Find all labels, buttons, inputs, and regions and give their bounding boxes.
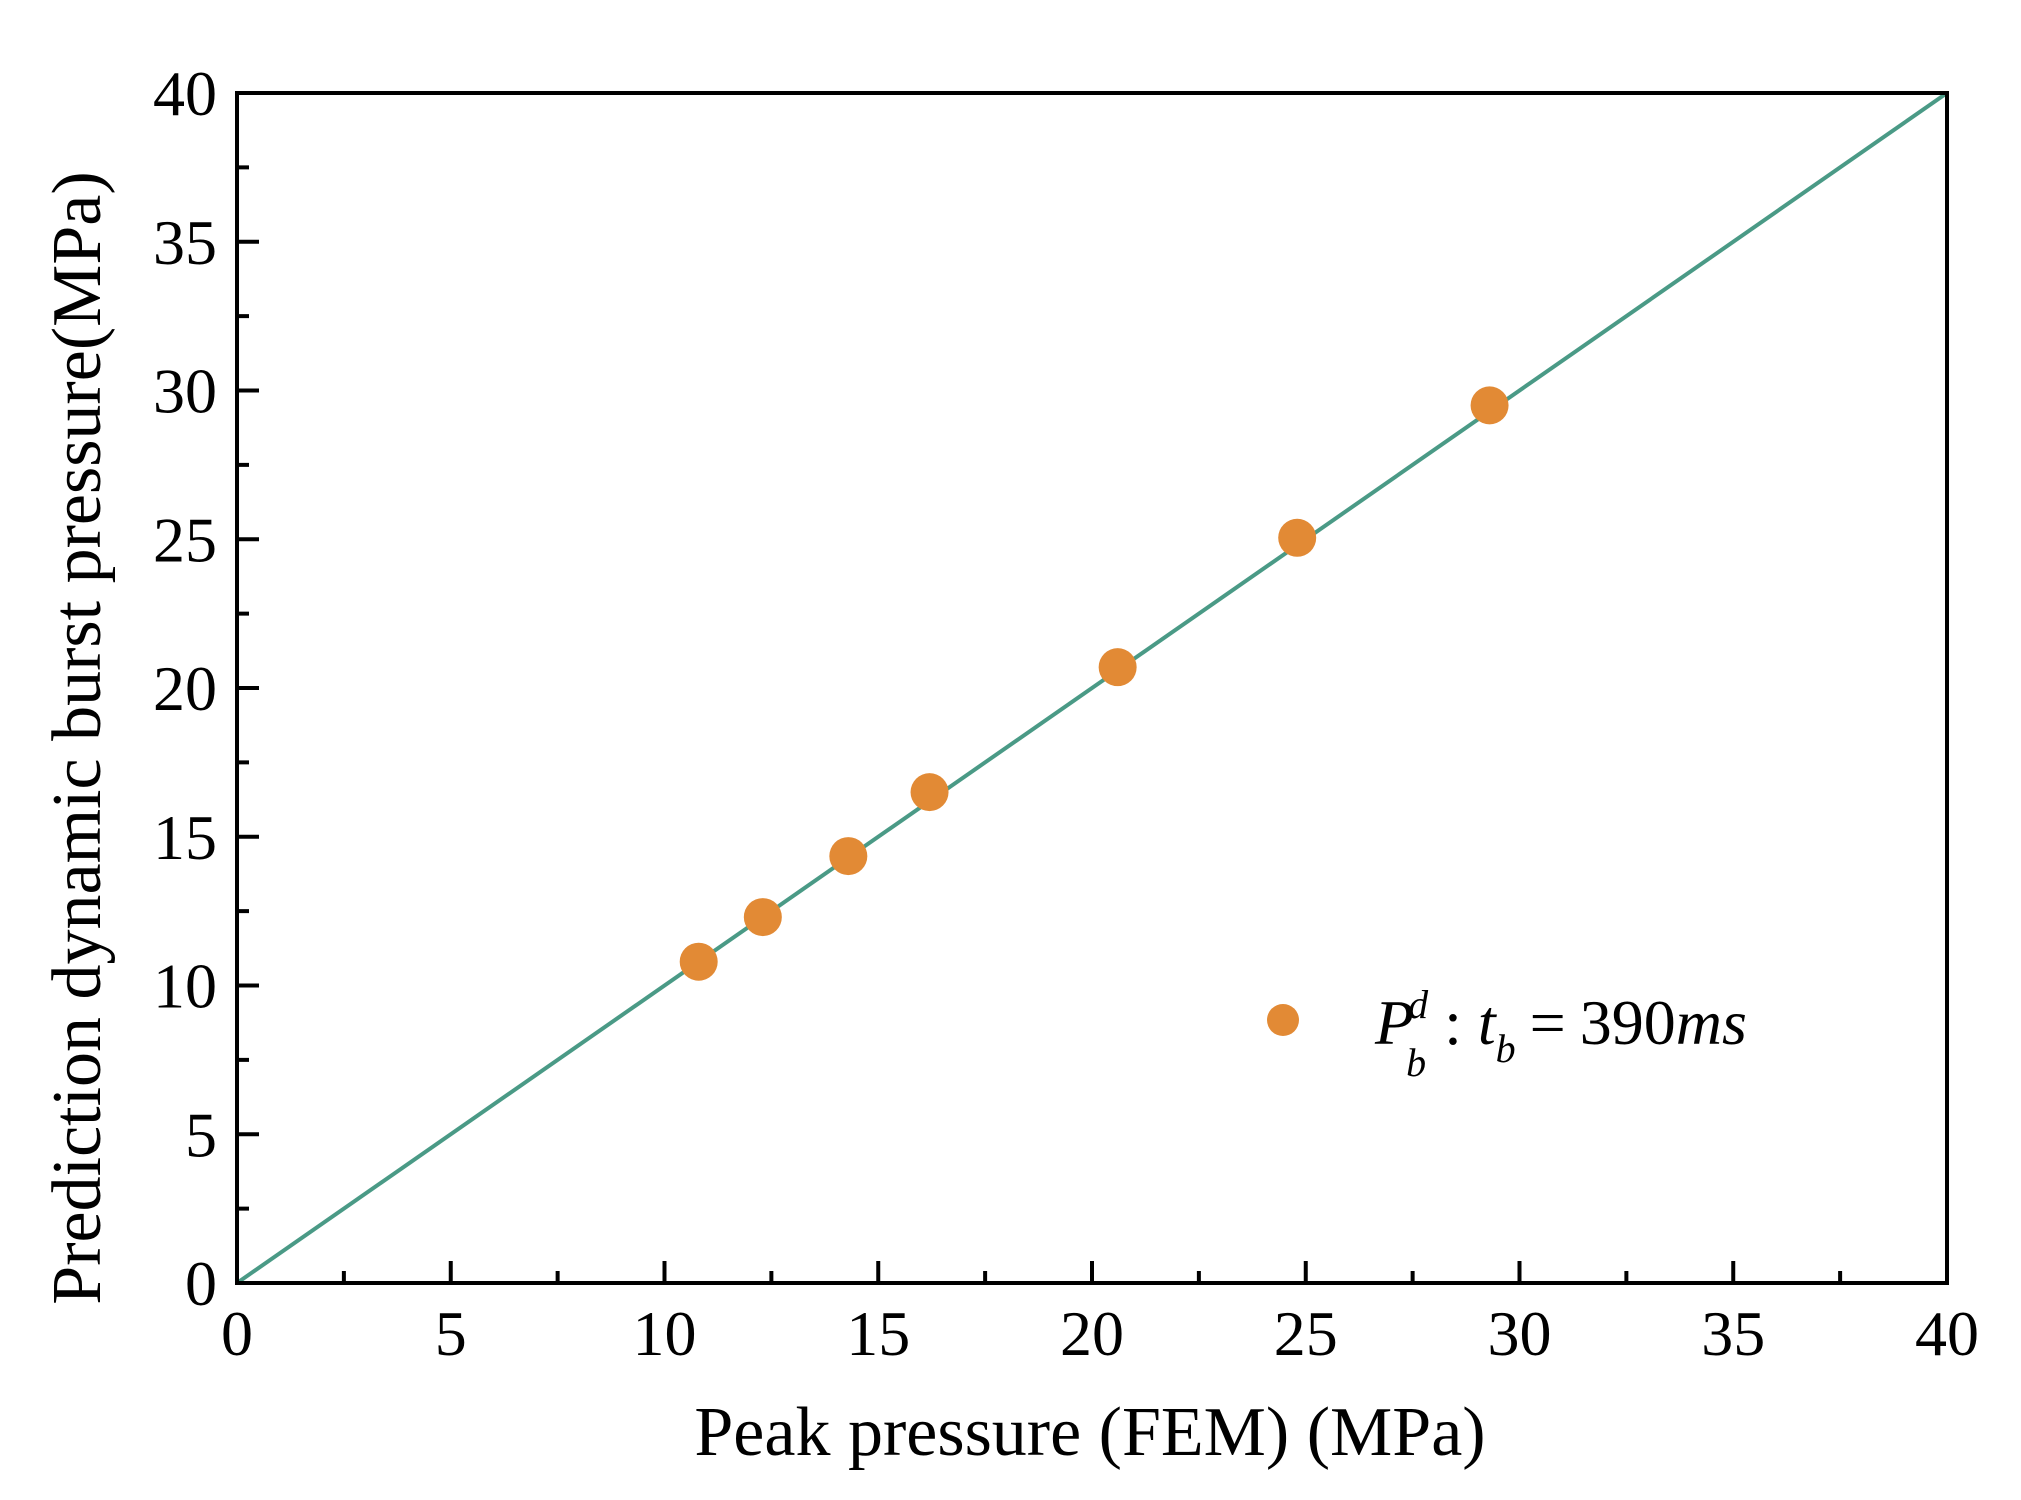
legend-separator: :	[1444, 987, 1462, 1058]
legend-label: Pd b: tb = 390ms	[1374, 982, 1747, 1085]
legend-marker	[1267, 1004, 1299, 1036]
y-tick-label: 15	[153, 802, 217, 873]
x-tick-label: 10	[633, 1298, 697, 1369]
legend-var-sub: b	[1496, 1026, 1516, 1071]
x-tick-label: 40	[1915, 1298, 1979, 1369]
data-point	[743, 898, 782, 937]
y-tick-label: 35	[153, 207, 217, 278]
y-tick-label: 20	[153, 653, 217, 724]
x-tick-label: 5	[435, 1298, 467, 1369]
y-axis-title: Prediction dynamic burst pressure(MPa)	[39, 171, 116, 1304]
x-axis-title: Peak pressure (FEM) (MPa)	[694, 1394, 1485, 1471]
y-tick-label: 30	[153, 356, 217, 427]
x-tick-label: 15	[846, 1298, 910, 1369]
legend: Pd b: tb = 390ms	[1267, 982, 1747, 1085]
legend-symbol-sup: d	[1408, 982, 1429, 1027]
y-tick-label: 25	[153, 504, 217, 575]
plot-frame	[235, 91, 1949, 1285]
legend-symbol-main: P	[1374, 987, 1414, 1058]
legend-value: 390	[1580, 987, 1676, 1058]
data-point	[1470, 386, 1509, 425]
legend-unit: ms	[1676, 987, 1747, 1058]
data-point	[1278, 518, 1317, 557]
y-tick-label: 0	[185, 1248, 217, 1319]
x-tick-label: 20	[1060, 1298, 1124, 1369]
y-tick-label: 40	[153, 58, 217, 129]
y-tick-labels: 0 5 10 15 20 25 30 35 40	[153, 58, 217, 1319]
x-tick-label: 30	[1488, 1298, 1552, 1369]
y-tick-label: 10	[153, 951, 217, 1022]
x-tick-labels: 0 5 10 15 20 25 30 35 40	[221, 1298, 1979, 1369]
legend-var-main: t	[1478, 987, 1498, 1058]
data-point	[910, 773, 949, 812]
y-tick-label: 5	[185, 1099, 217, 1170]
x-tick-label: 0	[221, 1298, 253, 1369]
legend-symbol-sub: b	[1406, 1040, 1426, 1085]
data-points	[679, 386, 1509, 981]
data-point	[829, 837, 868, 876]
data-point	[679, 942, 718, 981]
data-point	[1098, 648, 1137, 687]
x-tick-label: 35	[1701, 1298, 1765, 1369]
x-tick-label: 25	[1274, 1298, 1338, 1369]
legend-equals: =	[1530, 987, 1566, 1058]
reference-line-y-equals-x	[235, 91, 1949, 1285]
